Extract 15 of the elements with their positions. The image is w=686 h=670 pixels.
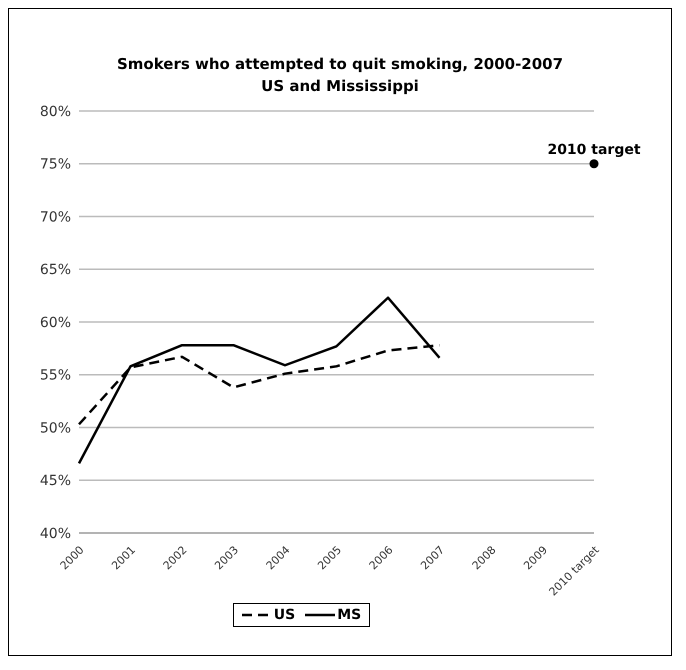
chart-title: Smokers who attempted to quit smoking, 2000-2007 — [116, 54, 564, 75]
annotation: 2010 target — [547, 142, 641, 158]
y-tick-label: 55% — [40, 368, 71, 384]
y-tick-label: 40% — [40, 526, 71, 542]
legend-label: US — [272, 607, 296, 623]
y-tick-label: 60% — [40, 314, 71, 331]
y-tick-label: 65% — [40, 262, 71, 278]
y-tick-label: 80% — [40, 104, 71, 120]
line-series — [78, 296, 441, 465]
chart-subtitle: US and Mississippi — [260, 76, 420, 97]
y-tick-label: 50% — [40, 420, 71, 436]
y-tick-label: 75% — [40, 156, 71, 173]
y-tick-label: 70% — [40, 209, 71, 226]
legend-label: MS — [336, 607, 362, 623]
y-tick-label: 45% — [40, 473, 71, 490]
